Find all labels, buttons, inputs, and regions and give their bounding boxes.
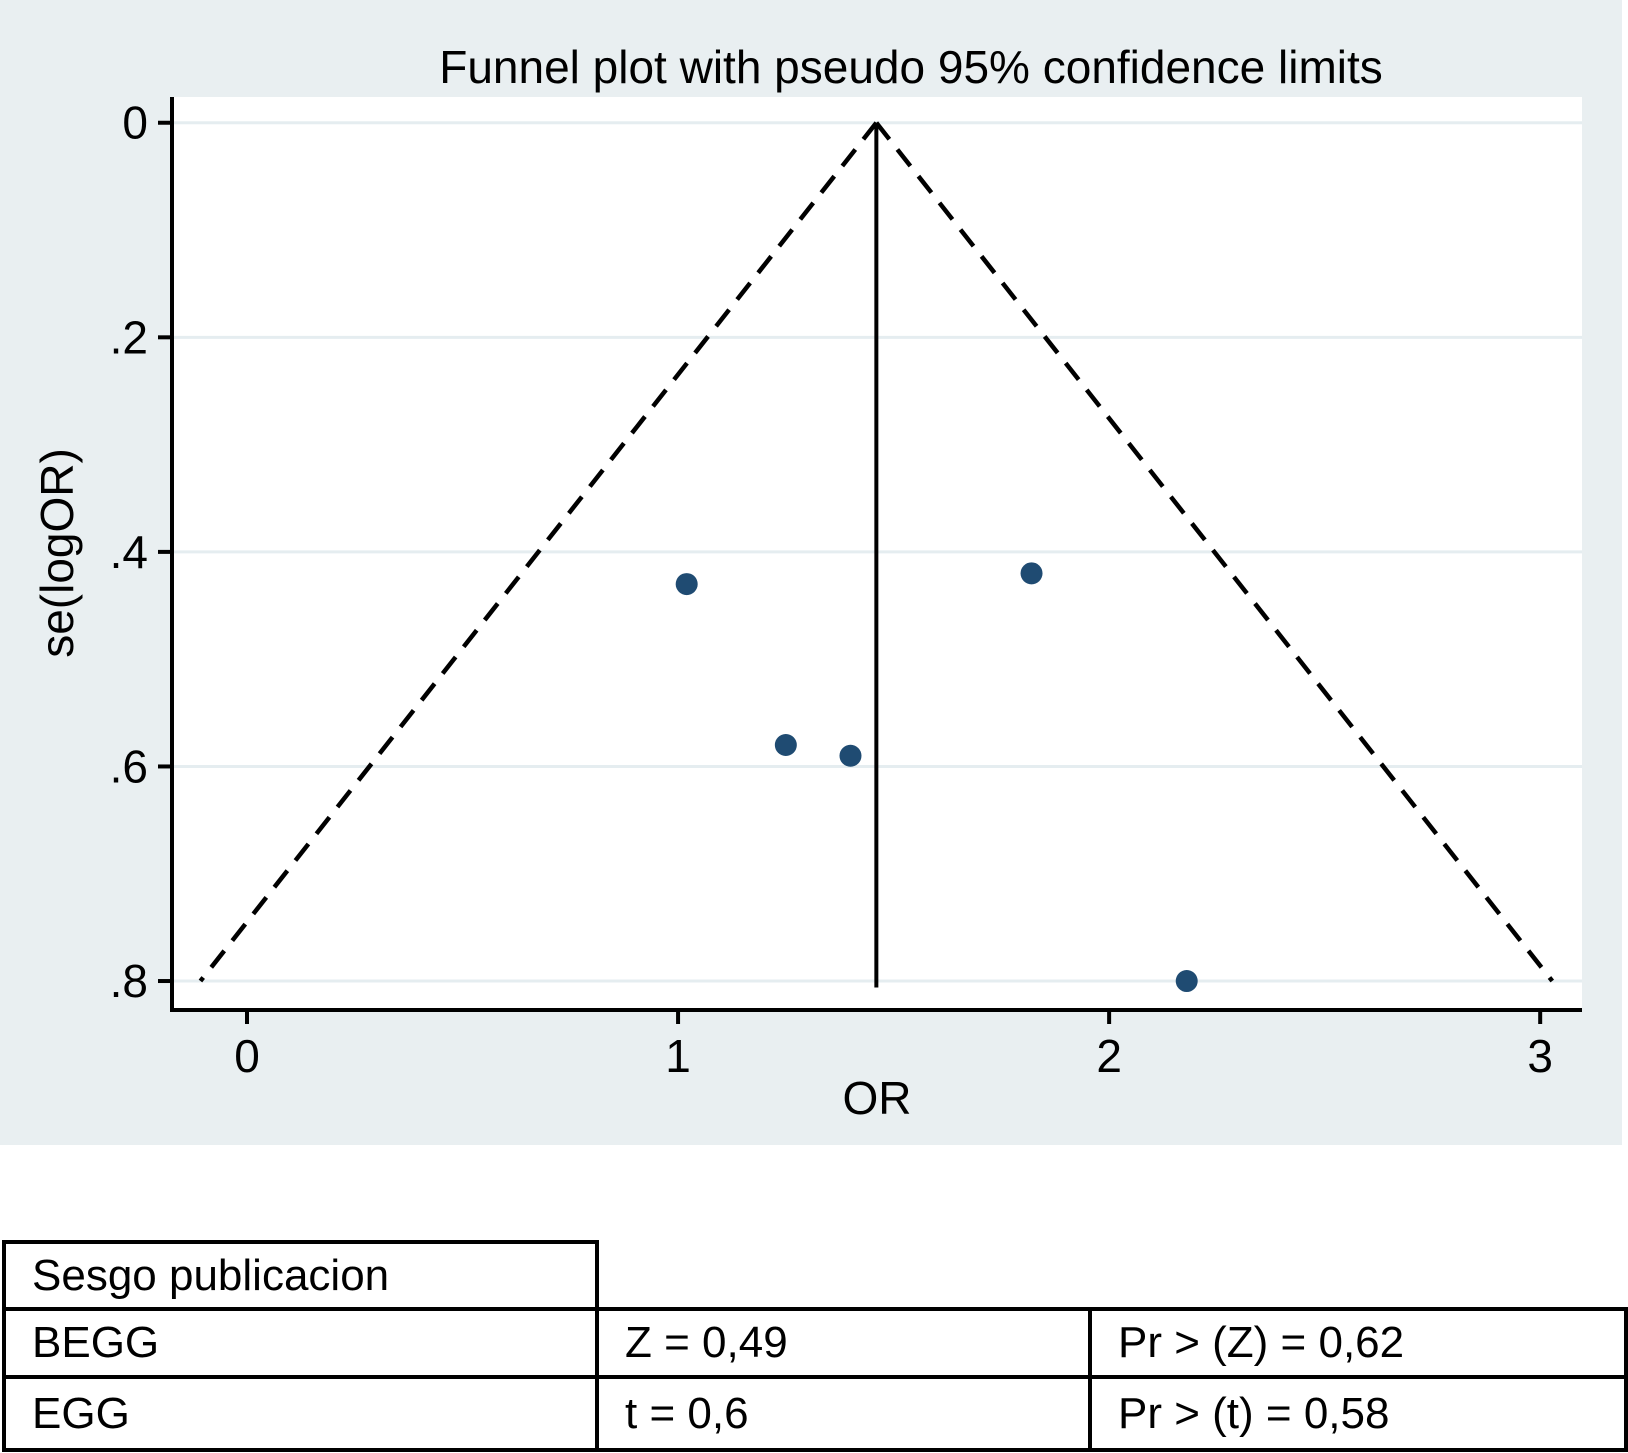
data-point [774, 734, 797, 757]
x-tick-label: 1 [665, 1030, 691, 1082]
y-axis-title: se(logOR) [31, 448, 83, 658]
y-tick-label: .8 [110, 955, 148, 1007]
y-tick-label: 0 [122, 97, 148, 149]
table-row: EGG t = 0,6 Pr > (t) = 0,58 [2, 1375, 1628, 1452]
x-axis-title: OR [842, 1072, 912, 1124]
test-stat-cell: t = 0,6 [595, 1375, 1092, 1452]
x-tick-label: 0 [234, 1030, 260, 1082]
test-name-cell: EGG [2, 1375, 599, 1452]
publication-bias-table: Sesgo publicacion BEGG Z = 0,49 Pr > (Z)… [2, 1240, 1628, 1452]
y-tick-label: .4 [110, 526, 148, 578]
y-tick-label: .2 [110, 311, 148, 363]
funnel-plot-figure: 0 .2 .4 .6 .8 0 1 2 3 Funnel plot with pseudo 95… [0, 0, 1622, 1145]
test-pvalue-cell: Pr > (Z) = 0,62 [1088, 1307, 1628, 1379]
data-point [1020, 562, 1043, 585]
chart-title: Funnel plot with pseudo 95% confidence l… [439, 41, 1383, 93]
table-header-blank-cell [1090, 1242, 1626, 1309]
y-tick-label: .6 [110, 740, 148, 792]
table-header-blank-cell [597, 1242, 1090, 1309]
x-tick-label: 2 [1096, 1030, 1122, 1082]
funnel-plot-canvas: 0 .2 .4 .6 .8 0 1 2 3 [110, 97, 1582, 1082]
table-header-cell: Sesgo publicacion [2, 1240, 599, 1311]
test-stat-cell: Z = 0,49 [595, 1307, 1092, 1379]
test-pvalue-cell: Pr > (t) = 0,58 [1088, 1375, 1628, 1452]
data-point [675, 573, 698, 596]
data-point [839, 744, 862, 767]
test-name-cell: BEGG [2, 1307, 599, 1379]
table-header-row: Sesgo publicacion [2, 1240, 1626, 1311]
funnel-left-limit-line [198, 121, 879, 983]
x-tick-label: 3 [1527, 1030, 1553, 1082]
funnel-right-limit-line [874, 121, 1555, 983]
table-row: BEGG Z = 0,49 Pr > (Z) = 0,62 [2, 1307, 1628, 1379]
data-point [1175, 970, 1198, 993]
